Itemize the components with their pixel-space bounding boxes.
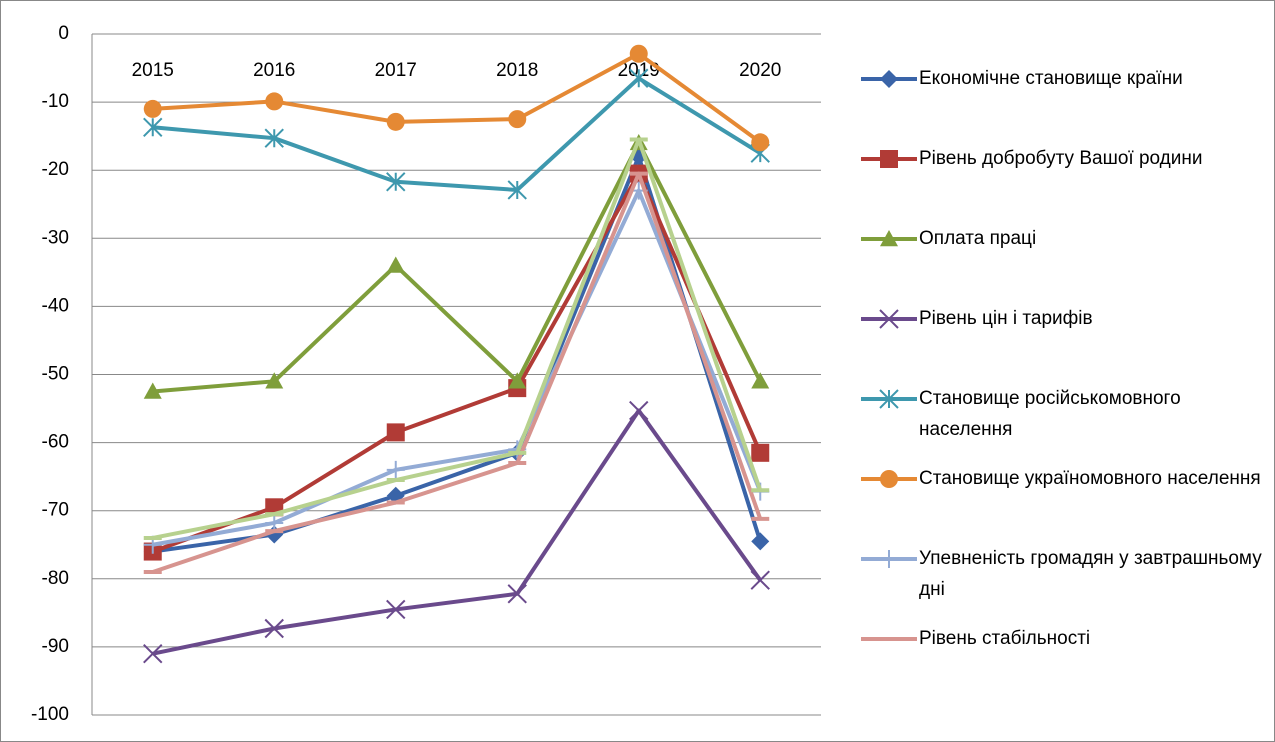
y-tick-label: -20: [42, 159, 69, 180]
marker: [751, 532, 770, 551]
x-tick-label: 2016: [253, 60, 295, 81]
marker: [386, 172, 406, 192]
marker: [880, 70, 898, 88]
y-tick-label: -100: [31, 704, 69, 725]
y-tick-label: 0: [58, 23, 69, 44]
y-tick-label: -60: [42, 432, 69, 453]
marker: [265, 372, 284, 389]
marker: [143, 117, 163, 138]
legend-swatch: [861, 70, 917, 88]
marker: [880, 550, 898, 568]
x-tick-label: 2018: [496, 60, 538, 81]
legend-item: Рівень цін і тарифів: [859, 303, 1269, 334]
y-tick-label: -10: [42, 91, 69, 112]
x-tick-label: 2020: [739, 60, 781, 81]
legend-label: Оплата праці: [919, 228, 1037, 249]
marker: [508, 372, 527, 389]
marker: [751, 443, 770, 462]
y-tick-label: -50: [42, 364, 69, 385]
legend-swatch: [861, 150, 917, 168]
marker: [264, 618, 284, 639]
marker: [143, 382, 162, 399]
marker: [264, 128, 284, 148]
marker: [751, 372, 770, 389]
marker: [507, 180, 527, 200]
series-line: [152, 188, 763, 547]
marker: [879, 309, 899, 329]
marker: [751, 133, 770, 152]
y-tick-label: -40: [42, 295, 69, 316]
legend-item: Рівень добробуту Вашої родини: [859, 143, 1269, 174]
legend-item: Становище російськомовного населення: [859, 383, 1269, 445]
legend-swatch: [861, 230, 917, 247]
series-line: [152, 76, 762, 192]
legend-label: Рівень добробуту Вашої родини: [919, 148, 1203, 169]
series-line: [152, 154, 763, 554]
legend-swatch: [861, 470, 917, 488]
legend-label: Рівень стабільності: [919, 628, 1091, 649]
series-line: [152, 51, 762, 144]
legend-swatch: [861, 389, 917, 409]
marker: [629, 68, 649, 88]
x-tick-label: 2015: [132, 60, 174, 81]
y-tick-label: -30: [42, 227, 69, 248]
marker: [508, 110, 527, 129]
legend-swatch: [861, 309, 917, 329]
marker: [507, 584, 527, 604]
marker: [629, 400, 649, 421]
series-line: [152, 408, 762, 656]
marker: [750, 570, 770, 590]
marker: [386, 112, 405, 131]
legend-label: Становище російськомовного населення: [919, 388, 1181, 440]
marker: [386, 460, 405, 479]
marker: [386, 423, 405, 442]
legend-item: Рівень стабільності: [859, 623, 1269, 654]
marker: [143, 99, 162, 118]
series-line: [152, 140, 763, 394]
legend-item: Упевненість громадян у завтрашньому дні: [859, 543, 1269, 605]
marker: [880, 470, 898, 488]
marker: [386, 256, 405, 273]
legend-item: Оплата праці: [859, 223, 1269, 254]
legend-item: Становище україномовного населення: [859, 463, 1269, 494]
marker: [880, 230, 898, 247]
legend-label: Становище україномовного населення: [919, 468, 1261, 489]
marker: [880, 150, 898, 168]
marker: [143, 644, 163, 664]
series-line: [152, 137, 763, 540]
legend-label: Рівень цін і тарифів: [919, 308, 1093, 329]
marker: [879, 389, 899, 409]
marker: [386, 599, 406, 620]
marker: [265, 92, 284, 111]
x-tick-label: 2017: [375, 60, 417, 81]
y-tick-label: -80: [42, 568, 69, 589]
series-line: [152, 171, 763, 574]
legend-label: Економічне становище країни: [919, 68, 1183, 89]
series-line: [152, 171, 763, 554]
legend-swatch: [861, 550, 917, 568]
legend-swatch: [861, 637, 917, 641]
marker: [265, 513, 284, 532]
y-tick-label: -70: [42, 500, 69, 521]
legend-label: Упевненість громадян у завтрашньому дні: [919, 548, 1262, 600]
y-tick-label: -90: [42, 636, 69, 657]
marker: [629, 44, 648, 63]
legend-item: Економічне становище країни: [859, 63, 1269, 94]
